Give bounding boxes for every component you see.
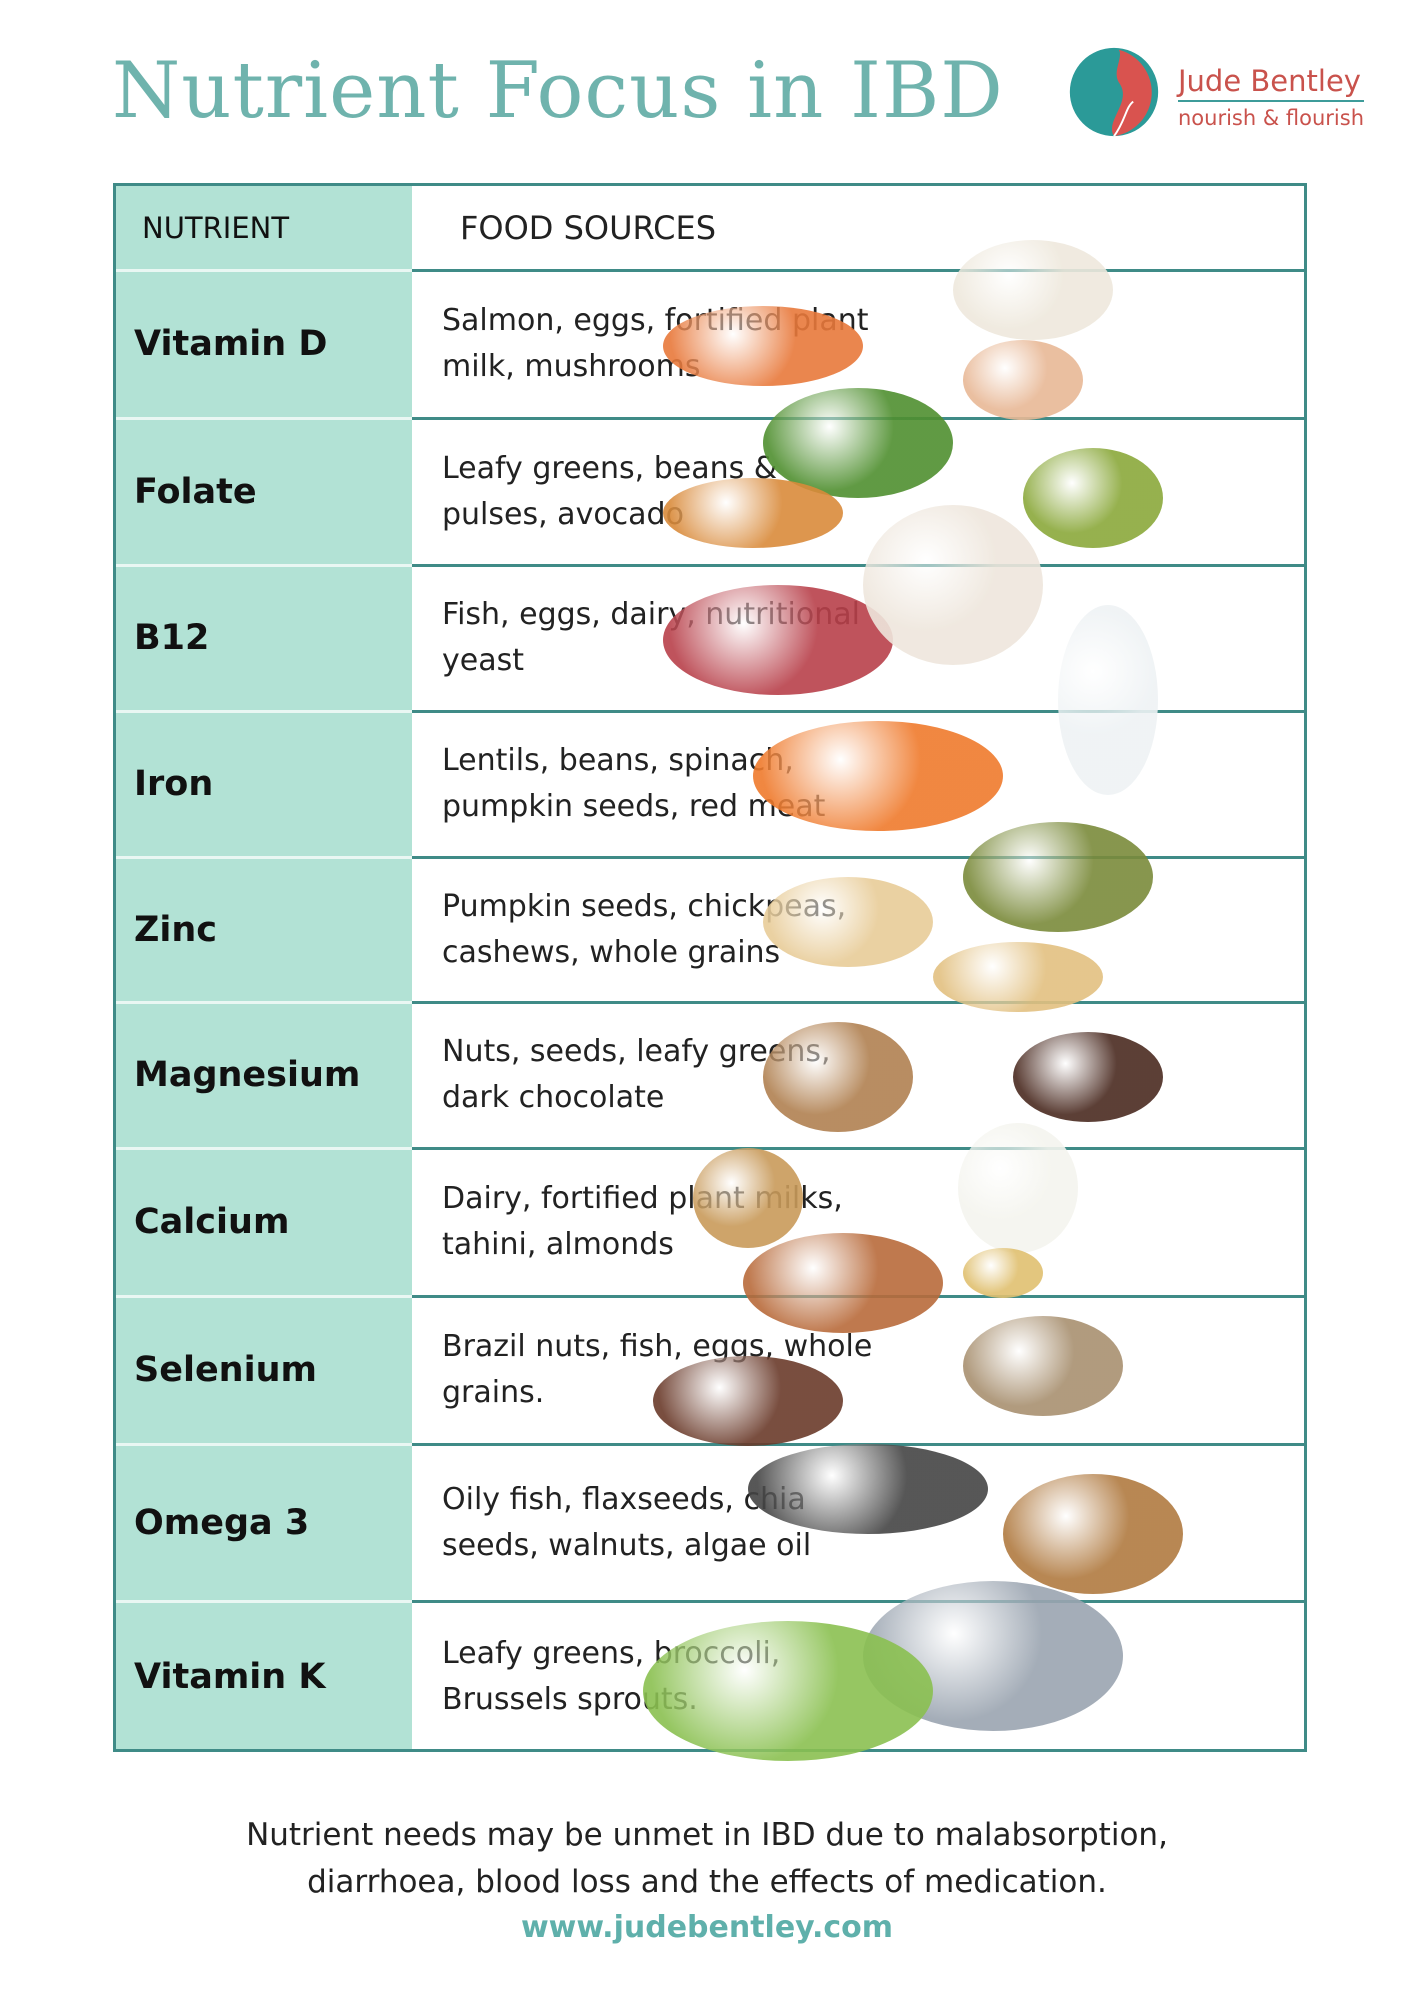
whole-grains-image (963, 1316, 1123, 1416)
divider (412, 1600, 1304, 1603)
salmon-image (663, 306, 863, 386)
divider (116, 1147, 412, 1150)
dark-chocolate-image (1013, 1032, 1163, 1122)
divider (116, 1295, 412, 1298)
nutrient-name: Selenium (134, 1350, 317, 1390)
chickpeas-image (933, 942, 1103, 1012)
broccoli-image (763, 388, 953, 498)
divider (116, 1443, 412, 1446)
footer-line-1: Nutrient needs may be unmet in IBD due t… (246, 1817, 1168, 1853)
milk-glass-image (1058, 605, 1158, 795)
food-sources: Brazil nuts, fish, eggs, whole grains. (442, 1329, 873, 1410)
footer-note: Nutrient needs may be unmet in IBD due t… (0, 1812, 1414, 1906)
food-sources: Leafy greens, beans & pulses, avocado (442, 450, 778, 532)
nutrient-name: Vitamin D (134, 324, 328, 364)
fish-fillet-image (863, 505, 1043, 665)
cashews-image (763, 877, 933, 967)
nutrient-table: NUTRIENT FOOD SOURCES Vitamin D Salmon, e… (113, 183, 1307, 1761)
header-food-sources: FOOD SOURCES (460, 209, 717, 247)
table-row: Folate Leafy greens, beans & pulses, avoc… (116, 418, 1304, 567)
nutrient-name: Zinc (134, 909, 218, 950)
divider (116, 269, 412, 272)
divider (116, 856, 412, 859)
footer-line-2: diarrhoea, blood loss and the effects of… (307, 1864, 1107, 1900)
red-meat-image (663, 585, 893, 695)
logo-divider (1178, 100, 1364, 102)
food-sources: Lentils, beans, spinach, pumpkin seeds, … (442, 743, 826, 824)
tahini-jar-image (693, 1148, 803, 1248)
brussels-sprouts-image (643, 1621, 933, 1761)
divider (412, 269, 1304, 272)
logo: Jude Bentley nourish & flourish (1066, 44, 1386, 144)
logo-tagline: nourish & flourish (1178, 106, 1365, 130)
chia-seeds-image (748, 1444, 988, 1534)
table-row: Iron Lentils, beans, spinach, pumpkin see… (116, 711, 1304, 859)
walnuts-image (1003, 1474, 1183, 1594)
divider (116, 1001, 412, 1004)
red-lentils-image (753, 721, 1003, 831)
divider (412, 564, 1304, 567)
table-header-row: NUTRIENT FOOD SOURCES (116, 186, 1304, 272)
divider (116, 417, 412, 420)
brazil-nuts-image (653, 1356, 843, 1446)
divider (412, 1001, 1304, 1004)
food-sources: Oily fish, flaxseeds, chia seeds, walnut… (442, 1481, 812, 1563)
nutrient-name: B12 (134, 618, 210, 658)
divider (116, 710, 412, 713)
nutrient-name: Iron (134, 764, 214, 804)
beans-image (663, 478, 843, 548)
soybeans-image (963, 1248, 1043, 1298)
nutrient-name: Folate (134, 471, 257, 512)
logo-name: Jude Bentley (1178, 64, 1361, 98)
plant-milk-image (958, 1123, 1078, 1253)
eggs-image (963, 340, 1083, 420)
nutrient-name: Omega 3 (134, 1502, 310, 1543)
divider (412, 1147, 1304, 1150)
nutrient-name: Magnesium (134, 1055, 361, 1095)
page-title: Nutrient Focus in IBD (112, 46, 1004, 136)
almonds-image (743, 1233, 943, 1333)
nutrient-name: Calcium (134, 1202, 290, 1242)
divider (412, 856, 1304, 859)
pumpkin-seeds-image (963, 822, 1153, 932)
logo-mark-icon (1069, 47, 1159, 137)
divider (116, 564, 412, 567)
divider (412, 710, 1304, 713)
nutrient-name: Vitamin K (134, 1656, 326, 1697)
mushrooms-image (953, 240, 1113, 340)
divider (116, 1600, 412, 1603)
nutrient-column (116, 186, 412, 1749)
avocado-image (1023, 448, 1163, 548)
header-nutrient: NUTRIENT (142, 211, 290, 245)
walnuts-image (763, 1022, 913, 1132)
website-link[interactable]: www.judebentley.com (520, 1910, 894, 1945)
table-row: Omega 3 Oily fish, flaxseeds, chia seeds,… (116, 1444, 1304, 1603)
